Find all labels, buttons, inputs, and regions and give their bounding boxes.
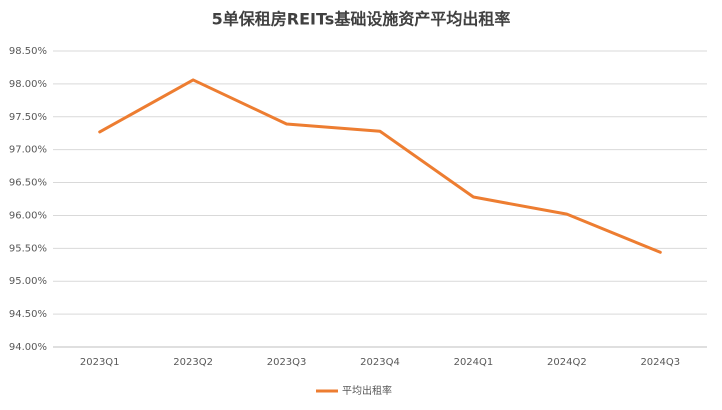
y-tick-label: 94.00% — [9, 342, 47, 353]
y-tick-label: 98.50% — [9, 46, 47, 57]
y-tick-label: 94.50% — [9, 309, 47, 320]
y-tick-label: 98.00% — [9, 79, 47, 90]
x-tick-label: 2024Q1 — [454, 357, 494, 368]
x-tick-label: 2023Q1 — [80, 357, 120, 368]
y-tick-label: 97.50% — [9, 112, 47, 123]
chart-title: 5单保租房REITs基础设施资产平均出租率 — [212, 10, 511, 29]
y-tick-label: 95.50% — [9, 243, 47, 254]
x-tick-label: 2023Q3 — [267, 357, 307, 368]
y-tick-label: 96.00% — [9, 210, 47, 221]
data-line — [98, 78, 662, 254]
x-tick-label: 2024Q3 — [640, 357, 680, 368]
x-tick-label: 2023Q4 — [360, 357, 400, 368]
y-tick-label: 95.00% — [9, 276, 47, 287]
legend-label: 平均出租率 — [342, 384, 392, 397]
x-tick-label: 2023Q2 — [173, 357, 213, 368]
y-tick-label: 97.00% — [9, 145, 47, 156]
y-tick-label: 96.50% — [9, 178, 47, 189]
x-tick-label: 2024Q2 — [547, 357, 587, 368]
